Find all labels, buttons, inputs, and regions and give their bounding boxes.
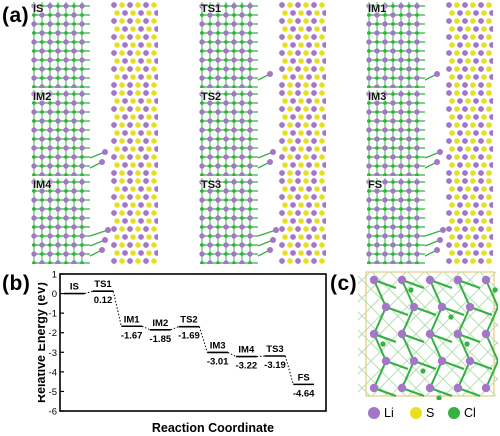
atomic-structure-image	[31, 178, 158, 264]
state-label: IM4	[238, 345, 255, 356]
atomic-structure-image	[366, 178, 493, 264]
structure-tile: TS2	[198, 90, 326, 176]
legend-label-li: Li	[384, 406, 394, 420]
state-label: TS3	[266, 344, 283, 355]
structure-tile: IM2	[30, 90, 158, 176]
energy-value-label: -1.85	[149, 334, 171, 345]
energy-value-label: 0.12	[94, 295, 113, 306]
connector-line	[112, 291, 122, 327]
s-atom-icon	[410, 407, 422, 419]
panel-a-label: (a)	[2, 4, 30, 27]
state-label: IM2	[152, 318, 168, 329]
structure-label: IS	[33, 3, 44, 15]
energy-value-label: -3.19	[264, 360, 286, 371]
structure-tile: IM1	[365, 2, 493, 88]
plot-frame	[59, 273, 327, 412]
structure-tile: IS	[30, 2, 158, 88]
structure-label: TS3	[201, 179, 222, 191]
state-label: IM3	[210, 340, 226, 351]
atomic-structure-image	[199, 2, 326, 88]
structure-label: TS2	[201, 91, 222, 103]
y-tick-label: -1	[49, 309, 57, 320]
legend-label-cl: Cl	[464, 406, 476, 420]
structure-label: IM3	[368, 91, 387, 103]
energy-value-label: -3.01	[207, 356, 229, 367]
y-tick-label: -3	[49, 348, 57, 359]
connector-line	[227, 352, 237, 358]
atomic-structure-image	[199, 178, 326, 264]
li-atom-icon	[368, 407, 380, 419]
state-label: TS2	[180, 315, 197, 326]
x-axis-label: Reaction Coordinate	[152, 421, 274, 435]
panel-c-label: (c)	[330, 272, 358, 295]
connector-line	[170, 326, 179, 331]
y-tick-label: 0	[52, 289, 57, 300]
crystal-structure-image	[358, 271, 498, 400]
cl-atom-icon	[448, 407, 460, 419]
legend-item-li: Li	[368, 406, 394, 420]
structure-label: IM2	[33, 91, 52, 103]
y-tick-label: -6	[49, 407, 57, 418]
atomic-structure-image	[31, 2, 158, 88]
state-label: TS1	[94, 279, 112, 290]
state-label: IM1	[124, 314, 141, 325]
state-label: IS	[70, 282, 79, 293]
structure-label: TS1	[201, 3, 222, 15]
atomic-structure-image	[31, 90, 158, 176]
y-axis-label: Relative Energy (eV)	[38, 282, 48, 403]
y-tick-label: -2	[49, 328, 57, 339]
structure-label: IM1	[368, 3, 387, 15]
atomic-structure-image	[366, 90, 493, 176]
y-tick-label: -4	[49, 367, 57, 378]
energy-value-label: -1.69	[178, 331, 200, 342]
y-tick-label: -5	[49, 387, 57, 398]
structure-label: FS	[368, 179, 383, 191]
energy-value-label: -3.22	[235, 361, 257, 372]
atomic-structure-image	[199, 90, 326, 176]
unit-cell-box	[365, 271, 495, 397]
panel-b-label: (b)	[2, 272, 31, 295]
connector-line	[284, 355, 294, 385]
legend-label-s: S	[426, 406, 435, 420]
connector-line	[198, 326, 208, 353]
energy-profile-chart: -6 -5 -4 -3 -2 -1 0 1 Relative Energy (eV) Reacti…	[38, 270, 327, 435]
legend-item-cl: Cl	[448, 406, 476, 420]
structure-tile: TS1	[198, 2, 326, 88]
y-tick-label: 1	[52, 270, 57, 281]
connector-line	[256, 355, 265, 358]
structure-tile: FS	[365, 178, 493, 264]
connector-line	[84, 290, 93, 295]
structure-tile: IM4	[30, 178, 158, 264]
atomic-structure-image	[366, 2, 493, 88]
structure-tile: IM3	[365, 90, 493, 176]
connector-line	[141, 325, 151, 331]
energy-value-label: -4.64	[293, 388, 315, 399]
state-label: FS	[298, 372, 310, 383]
energy-value-label: -1.67	[121, 330, 143, 341]
legend-item-s: S	[410, 406, 434, 420]
structure-label: IM4	[33, 179, 52, 191]
structure-tile: TS3	[198, 178, 326, 264]
